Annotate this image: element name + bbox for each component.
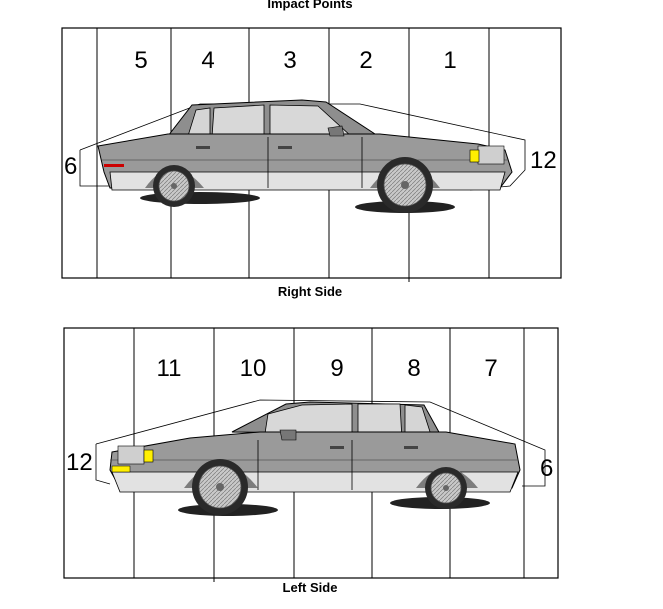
left-zone-7: 7 bbox=[484, 355, 497, 382]
left-zone-9: 9 bbox=[330, 355, 343, 382]
right-side-caption: Right Side bbox=[277, 284, 343, 299]
right-zone-front-12: 12 bbox=[530, 147, 557, 174]
right-side-envelope bbox=[79, 103, 526, 191]
diagram-title: Impact Points bbox=[267, 0, 353, 11]
left-zone-front-12: 12 bbox=[66, 449, 93, 476]
left-side-envelope bbox=[95, 399, 546, 487]
right-zone-2: 2 bbox=[359, 47, 372, 74]
right-zone-3: 3 bbox=[283, 47, 296, 74]
right-zone-rear-6: 6 bbox=[64, 153, 77, 180]
left-side-car bbox=[109, 401, 521, 516]
right-side-frame bbox=[61, 27, 562, 279]
left-zone-10: 10 bbox=[240, 355, 267, 382]
left-side-caption: Left Side bbox=[282, 580, 338, 595]
right-zone-4: 4 bbox=[201, 47, 214, 74]
left-zone-rear-6: 6 bbox=[540, 455, 553, 482]
left-zone-8: 8 bbox=[407, 355, 420, 382]
right-side-panel: 5 4 3 2 1 6 12 bbox=[61, 27, 562, 282]
right-zone-5: 5 bbox=[134, 47, 147, 74]
right-side-car bbox=[97, 99, 513, 213]
right-zone-1: 1 bbox=[443, 47, 456, 74]
left-side-frame bbox=[63, 327, 559, 579]
left-side-panel: 11 10 9 8 7 12 6 bbox=[63, 327, 559, 582]
left-zone-11: 11 bbox=[157, 355, 182, 382]
